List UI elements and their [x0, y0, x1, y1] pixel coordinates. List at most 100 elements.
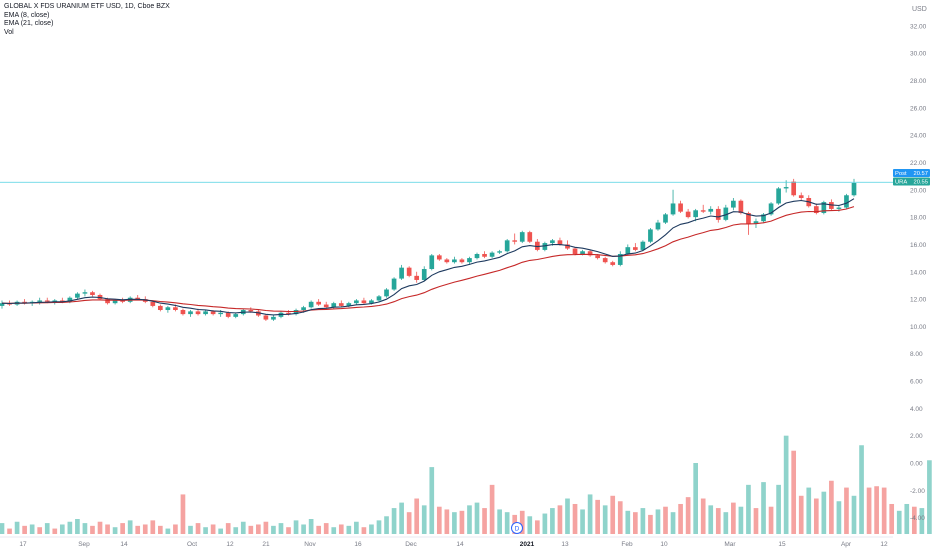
earnings-marker[interactable]: D [511, 522, 523, 534]
candle-body [844, 195, 849, 208]
candle-body [715, 208, 721, 220]
volume-bar [82, 523, 88, 534]
volume-bar [414, 498, 420, 534]
volume-bar [105, 524, 110, 534]
candle-body [557, 240, 563, 245]
candle-body [316, 301, 322, 305]
candle-body [565, 244, 570, 249]
candle-body [467, 258, 472, 263]
volume-bar [617, 501, 623, 534]
volume-bar [791, 450, 797, 534]
legend-title[interactable]: GLOBAL X FDS URANIUM ETF USD, 1D, Cboe B… [4, 3, 170, 10]
candle-body [210, 311, 216, 315]
candle-body [534, 241, 540, 250]
candle-body [708, 208, 714, 212]
volume-bar [278, 523, 284, 534]
volume-bar [753, 508, 759, 534]
volume-bar [467, 505, 472, 534]
volume-bar [22, 525, 27, 534]
volume-bar [640, 508, 646, 534]
y-tick-label: 20.00 [910, 187, 927, 194]
candle-body [595, 255, 600, 259]
volume-bar [896, 510, 902, 534]
volume-bar [911, 506, 917, 534]
x-tick-label: 10 [660, 541, 668, 548]
candle-body [512, 240, 518, 242]
volume-bar [723, 512, 729, 534]
volume-bar [384, 516, 389, 534]
x-tick-label: Apr [841, 541, 852, 548]
volume-bar [157, 525, 163, 534]
price-badge-value: 20.57 [913, 171, 928, 177]
candle-body [798, 195, 804, 198]
y-tick-label: 10.00 [910, 324, 927, 331]
volume-bar [482, 508, 487, 534]
candle-body [414, 275, 420, 280]
volume-bar [67, 521, 73, 534]
candle-body [391, 278, 397, 290]
volume-bar [37, 527, 43, 534]
candle-body [829, 202, 834, 209]
candle-body [195, 311, 201, 315]
volume-bar [866, 487, 872, 534]
volume-bar [527, 516, 533, 534]
candle-body [293, 310, 299, 315]
volume-bar [436, 506, 442, 534]
candle-body [75, 293, 80, 298]
candle-body [37, 300, 43, 302]
candle-body [663, 214, 668, 223]
y-tick-label: 4.00 [910, 406, 923, 413]
y-tick-label: 28.00 [910, 78, 927, 85]
volume-bar [927, 460, 932, 534]
x-tick-label: 13 [561, 541, 569, 548]
legend-ema-slow[interactable]: EMA (21, close) [4, 20, 54, 28]
candle-body [761, 214, 766, 222]
legend-volume[interactable]: Vol [4, 28, 14, 36]
y-tick-label: 24.00 [910, 133, 927, 140]
x-tick-label: 14 [120, 541, 128, 548]
volume-bar [919, 508, 925, 534]
volume-bar [715, 508, 721, 534]
y-tick-label: 32.00 [910, 23, 927, 30]
volume-bar [240, 521, 246, 534]
volume-bar [165, 528, 171, 534]
volume-bar [700, 498, 706, 534]
volume-bar [421, 505, 427, 534]
volume-bar [798, 495, 804, 534]
volume-bar [813, 498, 819, 534]
volume-bar [459, 510, 465, 534]
volume-bar [331, 527, 337, 534]
volume-bar [127, 520, 133, 534]
volume-bar [655, 509, 661, 534]
volume-bar [391, 508, 397, 534]
candle-body [753, 221, 759, 224]
currency-label: USD [912, 6, 927, 13]
price-badges: Post 20.57 URA 20.55 [893, 169, 930, 186]
candle-body [346, 303, 352, 306]
y-tick-label: 14.00 [910, 269, 927, 276]
candle-body [90, 292, 95, 295]
candle-body [625, 247, 631, 255]
candle-body [633, 247, 638, 250]
candle-body [218, 312, 223, 315]
volume-bar [519, 510, 525, 534]
x-axis[interactable]: 17 Sep 14 Oct 12 21 Nov 16 Dec 14 2021 13 Feb 10 Mar 15… [0, 536, 893, 548]
candle-body [768, 203, 774, 215]
volume-bar [859, 445, 864, 534]
volume-bar [406, 512, 412, 534]
volume-bar [263, 521, 269, 534]
volume-bar [369, 524, 374, 534]
candle-body [135, 297, 141, 300]
candle-body [22, 301, 27, 304]
ema-slow-line [1, 206, 855, 313]
volume-bar [97, 521, 103, 534]
legend-ema-fast[interactable]: EMA (8, close) [4, 11, 50, 19]
volume-bar [693, 463, 699, 534]
volume-bar [195, 523, 201, 534]
volume-bar [218, 528, 223, 534]
earnings-marker-label: D [515, 526, 520, 533]
y-axis[interactable]: 32.00 30.00 28.00 26.00 24.00 22.00 20.00 18.00… [910, 23, 927, 522]
volume-bar [708, 505, 714, 534]
volume-bar [399, 502, 404, 534]
